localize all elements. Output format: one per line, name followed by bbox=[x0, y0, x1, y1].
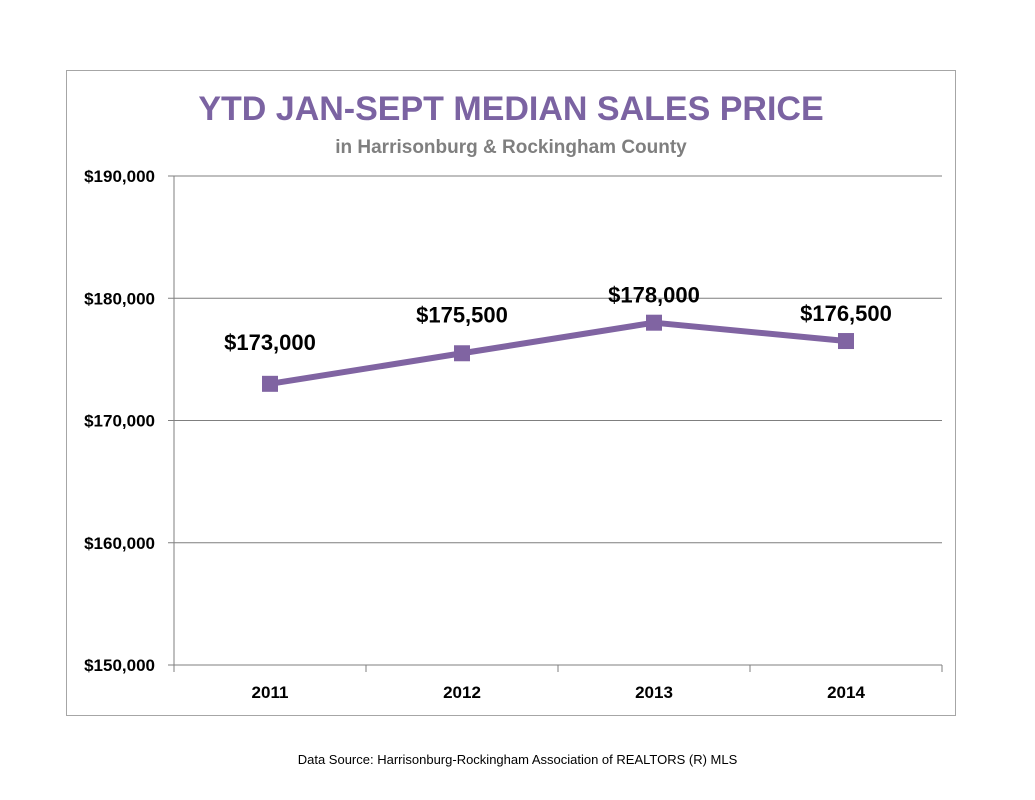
data-label: $178,000 bbox=[608, 283, 700, 308]
data-point-marker bbox=[454, 345, 470, 362]
data-point-marker bbox=[262, 375, 278, 392]
x-tick-labels: 2011 2012 2013 2014 bbox=[252, 683, 866, 702]
data-label: $175,500 bbox=[416, 302, 508, 327]
x-tick-label: 2012 bbox=[443, 683, 481, 702]
gridlines bbox=[174, 175, 942, 666]
y-tick-label: $190,000 bbox=[84, 167, 155, 186]
data-labels: $173,000 $175,500 $178,000 $176,500 bbox=[224, 283, 892, 355]
y-tick-labels: $150,000 $160,000 $170,000 $180,000 $190,000 bbox=[84, 167, 155, 675]
x-tick-label: 2014 bbox=[827, 683, 865, 702]
chart-subtitle: in Harrisonburg & Rockingham County bbox=[335, 137, 687, 158]
data-source-note: Data Source: Harrisonburg-Rockingham Ass… bbox=[297, 752, 738, 767]
series-line bbox=[269, 319, 847, 387]
y-tick-label: $170,000 bbox=[84, 412, 155, 431]
series-median-price bbox=[262, 314, 854, 392]
y-tick-label: $180,000 bbox=[84, 289, 155, 308]
chart-title: YTD JAN-SEPT MEDIAN SALES PRICE bbox=[198, 90, 823, 128]
data-label: $176,500 bbox=[800, 301, 892, 326]
data-point-marker bbox=[646, 314, 662, 331]
data-point-marker bbox=[838, 333, 854, 350]
data-label: $173,000 bbox=[224, 330, 316, 355]
x-tick-label: 2011 bbox=[252, 683, 289, 702]
axes bbox=[168, 175, 943, 672]
y-tick-label: $160,000 bbox=[84, 534, 155, 553]
x-tick-label: 2013 bbox=[635, 683, 673, 702]
y-tick-label: $150,000 bbox=[84, 656, 155, 675]
chart-frame bbox=[66, 70, 956, 716]
